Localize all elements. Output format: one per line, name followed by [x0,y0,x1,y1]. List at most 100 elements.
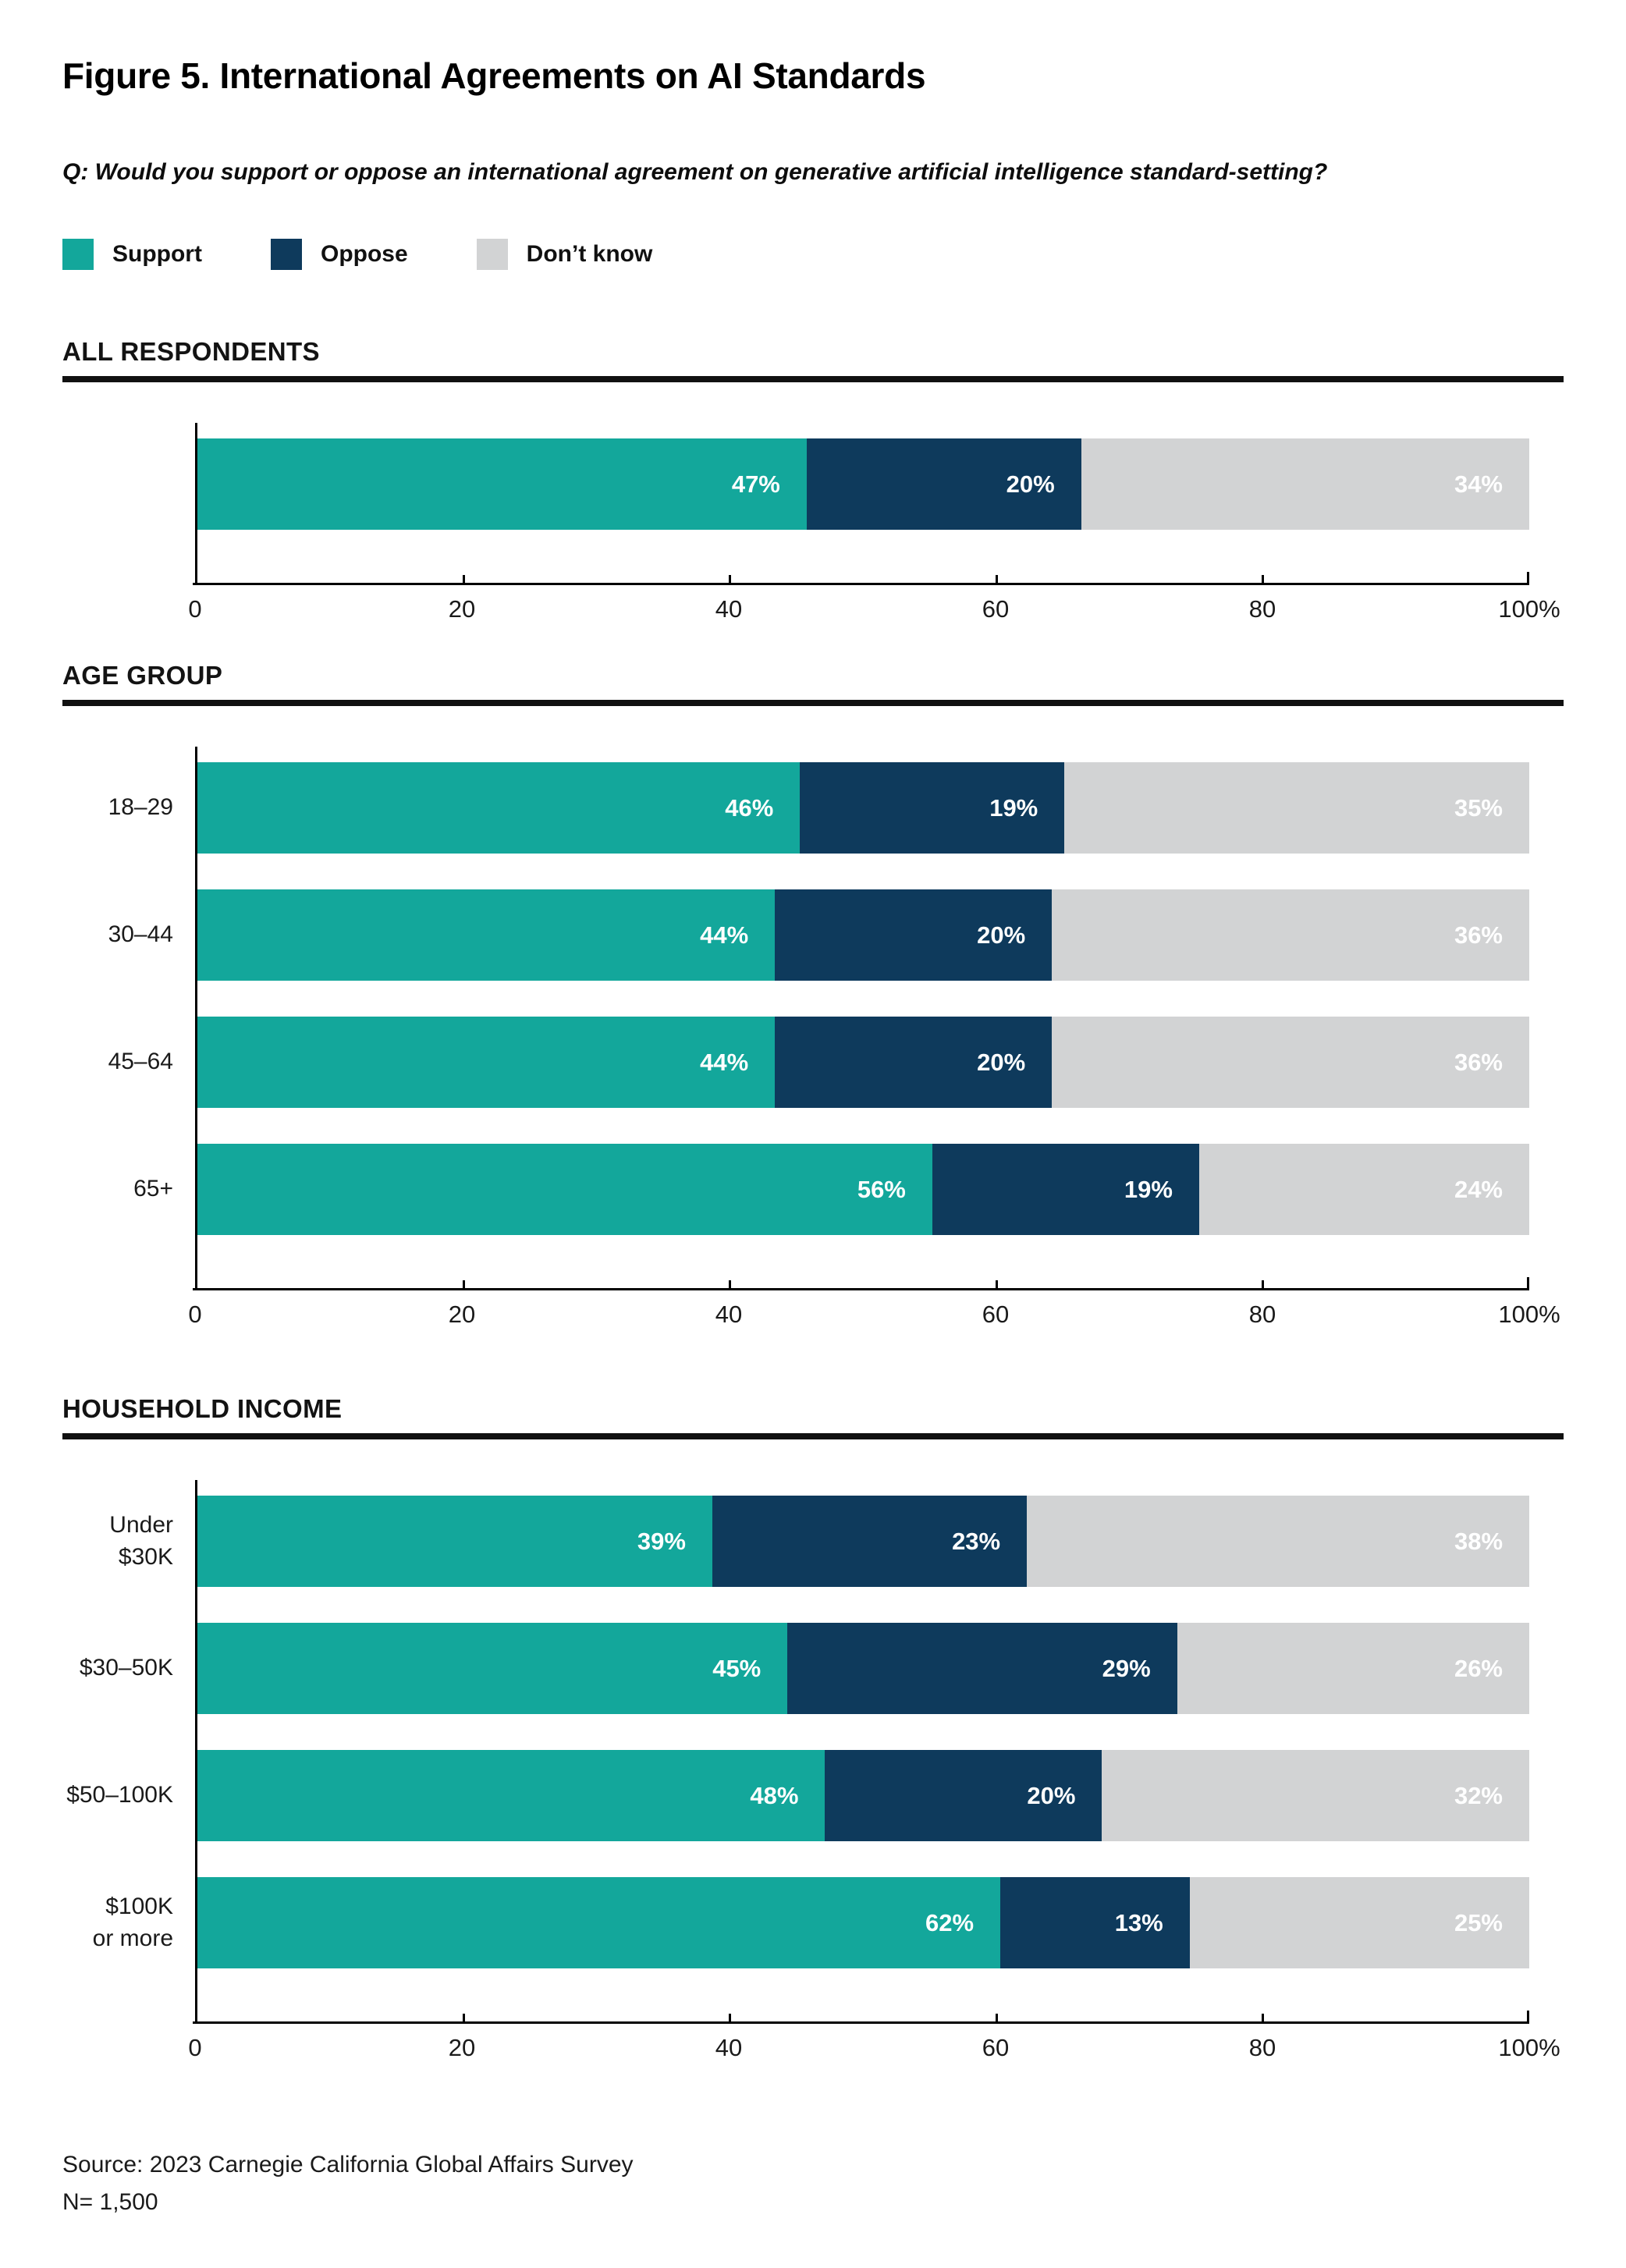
bar-value-label: 23% [952,1527,1001,1555]
bar-value-label: 47% [731,470,780,498]
bar-segment-don-t-know: 35% [1064,762,1529,854]
axis-tick-label: 60 [982,595,1010,623]
category-label: 18–29 [108,794,173,821]
axis-tick [995,1280,998,1288]
axis-tick-label: 100% [1498,1301,1560,1328]
bar-segment-support: 44% [197,1017,776,1108]
axis-tick-label: 80 [1248,595,1276,623]
category-label: $50–100K [66,1782,173,1808]
bar-segment-support: 48% [197,1750,825,1841]
section-header: ALL RESPONDENTS [62,337,320,366]
axis-tick-label: 100% [1498,2034,1560,2061]
legend: Support Oppose Don’t know [62,239,1564,270]
category-label: $30–50K [79,1655,173,1681]
axis-baseline [193,2021,1529,2024]
bar-segment-oppose: 20% [825,1750,1102,1841]
bar-row: 48% 20% 32% [197,1750,1529,1841]
axis-tick [729,575,732,583]
bar-value-label: 62% [925,1908,975,1936]
section-header: HOUSEHOLD INCOME [62,1394,343,1423]
bar-value-label: 20% [1006,470,1055,498]
bar-segment-support: 62% [197,1877,1001,1968]
axis-tick-label: 40 [715,595,743,623]
section-age-group: AGE GROUP 18–29 30–44 45–64 65+ 46% 19% 35% 44% 2… [62,661,1564,1333]
bar-segment-don-t-know: 26% [1177,1623,1529,1714]
category-labels-column: 18–29 30–44 45–64 65+ [62,747,195,1333]
bar-segment-don-t-know: 24% [1198,1144,1529,1235]
axis-tick [729,1280,732,1288]
axis-tick [462,2014,465,2021]
bar-segment-don-t-know: 38% [1027,1496,1530,1587]
plot-area: 46% 19% 35% 44% 20% 36% 44% 20% 36% 56% 19% 24% 0 20 4… [188,747,1560,1333]
bar-value-label: 19% [1124,1175,1173,1203]
bar-segment-oppose: 20% [806,438,1081,530]
axis-tick [1527,1277,1529,1288]
legend-label: Don’t know [526,241,653,267]
axis-tick-label: 40 [715,1301,743,1328]
bar-row: 56% 19% 24% [197,1144,1529,1235]
bar-value-label: 29% [1102,1654,1151,1682]
bar-rows: 47% 20% 34% [195,423,1529,583]
plot-area: 47% 20% 34% 0 20 40 60 80 100% [188,423,1560,628]
axis-baseline [193,1288,1529,1290]
bar-row: 39% 23% 38% [197,1496,1530,1587]
axis-tick-label: 20 [448,595,476,623]
bar-segment-don-t-know: 36% [1052,1017,1529,1108]
legend-item-don-t-know: Don’t know [476,239,653,270]
bar-value-label: 19% [989,793,1038,822]
bar-row: 62% 13% 25% [197,1877,1529,1968]
axis-tick-labels: 0 20 40 60 80 100% [188,595,1560,628]
bar-value-label: 39% [637,1527,686,1555]
category-label: $100K or more [92,1894,173,1951]
axis-tick-labels: 0 20 40 60 80 100% [188,2034,1560,2067]
bar-segment-oppose: 13% [1000,1877,1190,1968]
bar-value-label: 36% [1454,921,1503,949]
axis-tick-label: 40 [715,2034,743,2061]
bar-value-label: 56% [857,1175,906,1203]
axis-tick-label: 60 [982,2034,1010,2061]
category-label [62,438,195,530]
axis-tick-label: 80 [1248,1301,1276,1328]
axis-tick [729,2014,732,2021]
bar-value-label: 24% [1454,1175,1503,1203]
bar-segment-don-t-know: 36% [1052,889,1529,981]
bar-value-label: 36% [1454,1048,1503,1076]
bar-row: 44% 20% 36% [197,1017,1529,1108]
bar-segment-oppose: 23% [712,1496,1028,1587]
bar-segment-oppose: 20% [775,889,1053,981]
bar-value-label: 20% [1027,1781,1076,1809]
bar-value-label: 20% [977,921,1026,949]
axis-tick [1262,575,1265,583]
legend-item-oppose: Oppose [270,239,408,270]
axis-tick-label: 20 [448,1301,476,1328]
axis-tick [462,575,465,583]
bar-segment-don-t-know: 32% [1102,1750,1529,1841]
bar-segment-oppose: 20% [775,1017,1053,1108]
bar-row: 45% 29% 26% [197,1623,1529,1714]
bar-value-label: 44% [700,921,749,949]
category-label: 65+ [133,1176,173,1202]
legend-swatch-support [62,239,94,270]
bar-rows: 46% 19% 35% 44% 20% 36% 44% 20% 36% 56% 19% 24% [195,747,1529,1288]
axis-baseline [193,583,1529,585]
charts-container: ALL RESPONDENTS 47% 20% 34% 0 20 40 60 80 100% AGE… [62,337,1564,2067]
axis-tick-label: 60 [982,1301,1010,1328]
bar-value-label: 35% [1454,793,1503,822]
survey-question: Q: Would you support or oppose an intern… [62,159,1328,185]
axis-tick [1527,572,1529,583]
bar-value-label: 34% [1454,470,1503,498]
bar-value-label: 44% [700,1048,749,1076]
category-labels-column [62,423,195,628]
axis-tick [995,2014,998,2021]
section-rule [62,376,1564,382]
category-label: Under $30K [109,1512,173,1570]
bar-segment-support: 44% [197,889,776,981]
legend-label: Support [112,241,202,267]
bar-segment-oppose: 19% [932,1144,1199,1235]
bar-value-label: 25% [1454,1908,1503,1936]
bar-value-label: 26% [1454,1654,1503,1682]
section-household-income: HOUSEHOLD INCOME Under $30K $30–50K $50–100… [62,1394,1564,2067]
bar-value-label: 20% [977,1048,1026,1076]
sample-size-note: N= 1,500 [62,2189,158,2215]
bar-segment-support: 47% [197,438,807,530]
